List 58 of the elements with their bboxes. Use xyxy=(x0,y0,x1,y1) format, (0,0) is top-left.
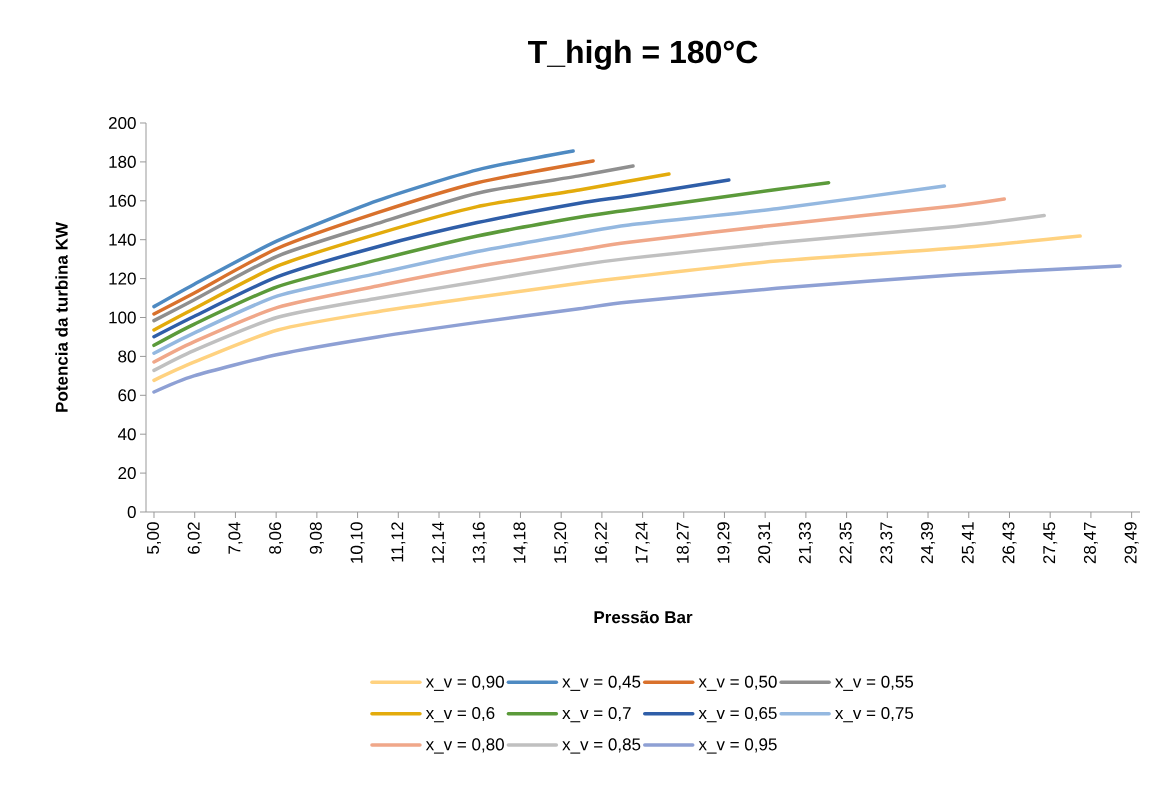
x-tick-label: 20,31 xyxy=(758,522,773,564)
y-tick-label: 120 xyxy=(109,272,136,285)
legend-label: x_v = 0,7 xyxy=(562,707,631,723)
x-tick-label: 23,37 xyxy=(880,522,895,564)
x-tick-label: 19,29 xyxy=(717,522,732,563)
x-tick-label: 6,02 xyxy=(187,522,202,554)
x-tick-label: 10,10 xyxy=(350,522,365,563)
legend-label: x_v = 0,65 xyxy=(698,707,777,723)
x-tick-label: 18,27 xyxy=(676,522,691,563)
x-tick-label: 11,12 xyxy=(391,522,406,562)
y-tick-label: 40 xyxy=(117,428,136,441)
x-tick-label: 12,14 xyxy=(431,522,447,563)
line-series xyxy=(152,172,671,332)
legend-label: x_v = 0,50 xyxy=(698,675,777,691)
legend-label: x_v = 0,55 xyxy=(835,675,914,691)
y-tick-label: 60 xyxy=(118,389,136,402)
y-axis-title: Potencia da turbina KW xyxy=(55,222,68,412)
y-tick-label: 180 xyxy=(109,155,136,168)
x-tick-label: 14,18 xyxy=(513,522,528,563)
x-tick-label: 15,20 xyxy=(554,522,569,563)
x-tick-label: 13,16 xyxy=(472,522,487,563)
y-tick-label: 200 xyxy=(108,116,136,130)
legend-label: x_v = 0,75 xyxy=(835,707,914,723)
legend-label: x_v = 0,85 xyxy=(562,738,641,754)
y-tick-label: 160 xyxy=(109,194,136,207)
y-tick-label: 0 xyxy=(127,505,136,519)
x-tick-label: 28,47 xyxy=(1083,522,1098,564)
x-tick-label: 8,06 xyxy=(269,522,284,554)
y-tick-label: 80 xyxy=(118,350,136,363)
x-tick-label: 16,22 xyxy=(594,522,609,563)
line-series xyxy=(152,178,731,339)
x-tick-label: 9,08 xyxy=(309,522,324,554)
x-tick-label: 5,00 xyxy=(146,522,161,554)
legend-label: x_v = 0,6 xyxy=(425,707,495,723)
x-axis-title: Pressão Bar xyxy=(594,610,693,624)
x-tick-label: 17,24 xyxy=(635,522,650,563)
legend-label: x_v = 0,90 xyxy=(425,675,504,691)
line-series xyxy=(152,234,1082,383)
y-tick-label: 140 xyxy=(109,233,136,246)
x-tick-label: 7,04 xyxy=(228,522,243,554)
line-series xyxy=(152,213,1046,373)
x-tick-label: 29,49 xyxy=(1124,522,1139,564)
x-tick-label: 26,43 xyxy=(1002,522,1017,564)
legend-label: x_v = 0,45 xyxy=(562,675,641,691)
x-tick-label: 24,39 xyxy=(921,522,936,564)
x-tick-label: 22,35 xyxy=(839,522,854,564)
legend-label: x_v = 0,95 xyxy=(698,738,777,754)
chart-title: T_high = 180°C xyxy=(528,39,758,70)
x-tick-label: 25,41 xyxy=(961,522,976,564)
y-tick-label: 100 xyxy=(109,311,136,324)
line-series xyxy=(152,264,1122,394)
y-tick-label: 20 xyxy=(118,467,136,480)
line-series xyxy=(152,180,831,348)
line-series xyxy=(152,184,947,356)
x-tick-label: 21,33 xyxy=(798,522,813,564)
line-series xyxy=(152,197,1007,364)
legend-label: x_v = 0,80 xyxy=(425,738,504,754)
x-tick-label: 27,45 xyxy=(1043,522,1058,564)
